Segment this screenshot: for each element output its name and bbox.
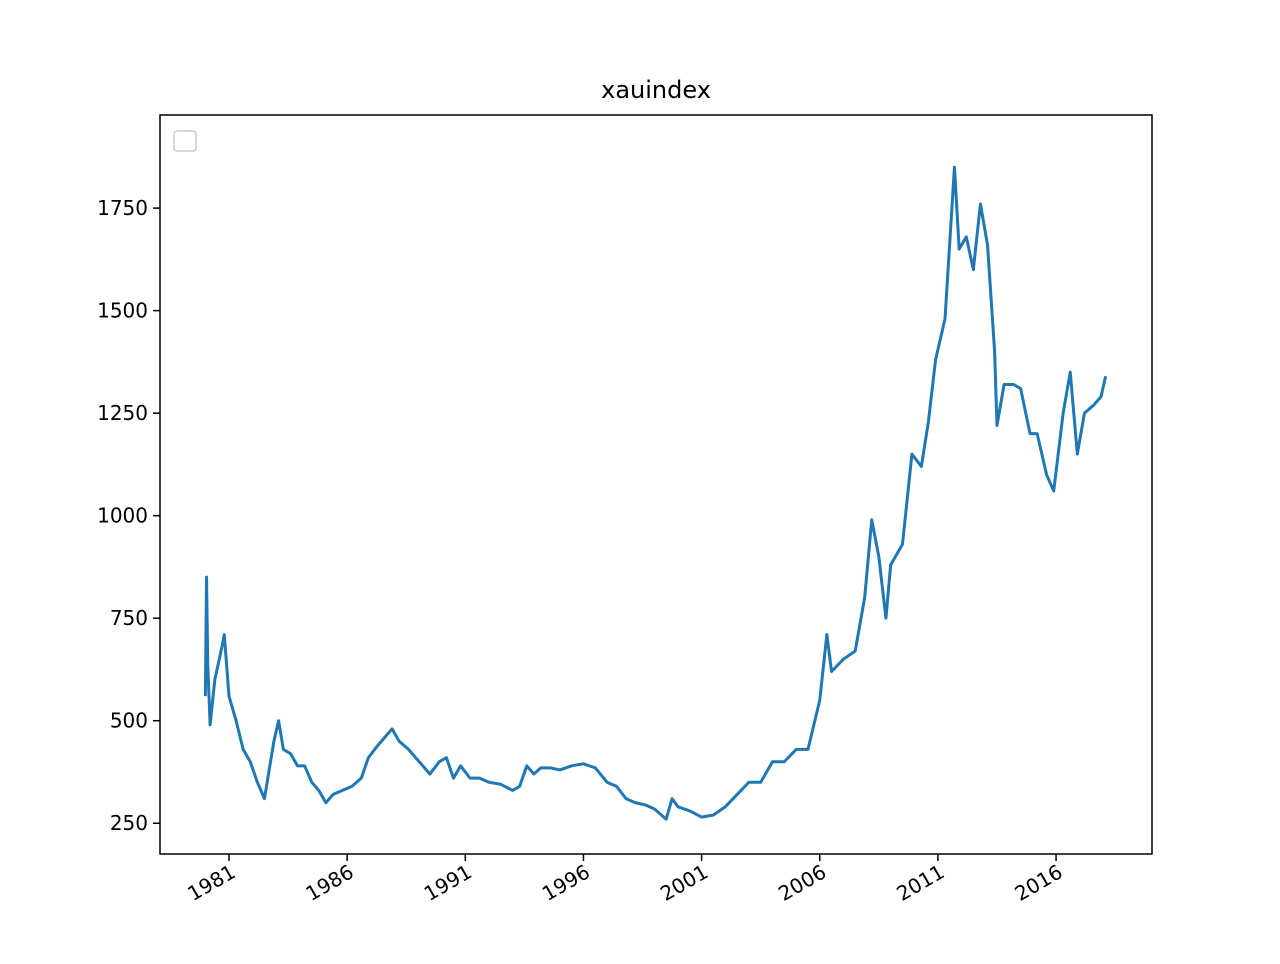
y-tick-label: 1500	[97, 299, 148, 323]
x-tick-label: 2006	[774, 860, 830, 906]
x-tick-label: 1986	[302, 860, 358, 906]
y-tick-label: 1000	[97, 504, 148, 528]
y-tick-label: 1750	[97, 196, 148, 220]
x-tick-label: 1981	[183, 860, 239, 906]
x-tick-label: 2011	[892, 860, 948, 906]
y-tick-label: 250	[110, 811, 148, 835]
x-tick-label: 2001	[656, 860, 712, 906]
x-tick-label: 1991	[420, 860, 476, 906]
data-line	[203, 165, 1108, 821]
y-tick-label: 1250	[97, 401, 148, 425]
x-tick-label: 2016	[1010, 860, 1066, 906]
y-tick-label: 500	[110, 709, 148, 733]
chart-title: xauindex	[601, 76, 711, 104]
legend	[173, 130, 197, 152]
x-tick-label: 1996	[538, 860, 594, 906]
y-tick-label: 750	[110, 606, 148, 630]
plot-frame	[159, 114, 1153, 855]
